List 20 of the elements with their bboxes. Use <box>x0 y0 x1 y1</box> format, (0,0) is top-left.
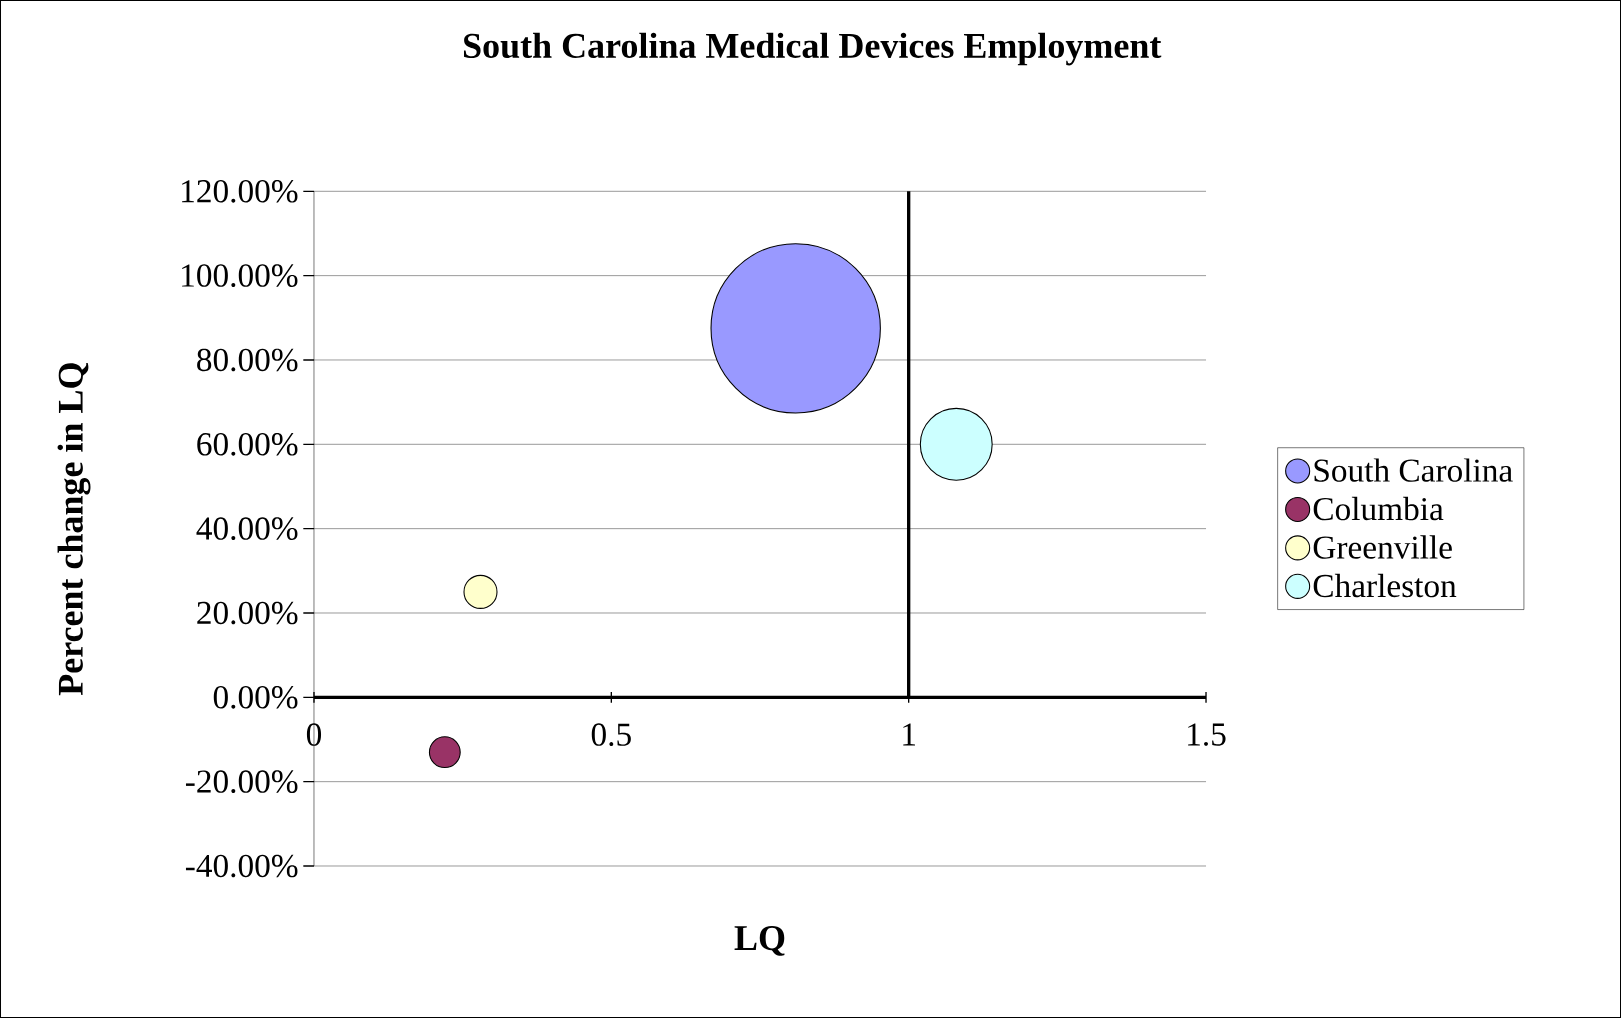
y-tick-label: -20.00% <box>185 770 298 793</box>
legend-label: Greenville <box>1313 535 1452 559</box>
x-tick-label: 1 <box>903 723 915 746</box>
y-tick-label: 20.00% <box>197 601 298 625</box>
legend-label: Columbia <box>1313 496 1444 521</box>
y-tick-label: 60.00% <box>197 433 298 456</box>
y-tick-label: 120.00% <box>182 180 298 203</box>
x-tick-label: 0 <box>306 723 322 746</box>
y-tick-label: 0.00% <box>213 686 298 709</box>
y-axis-title: Percent change in LQ <box>57 363 91 696</box>
x-tick-label: 0.5 <box>591 723 631 747</box>
y-tick-label: 40.00% <box>196 517 298 540</box>
legend-label: Charleston <box>1313 573 1457 598</box>
y-tick-label: 100.00% <box>182 264 298 287</box>
y-tick-label: -40.00% <box>185 854 298 878</box>
x-axis-title: LQ <box>734 926 785 956</box>
x-tick-label: 1.5 <box>1188 723 1226 746</box>
chart-title: South Carolina Medical Devices Employment <box>463 32 1162 66</box>
legend-label: South Carolina <box>1314 458 1513 482</box>
y-tick-label: 80.00% <box>197 348 298 372</box>
